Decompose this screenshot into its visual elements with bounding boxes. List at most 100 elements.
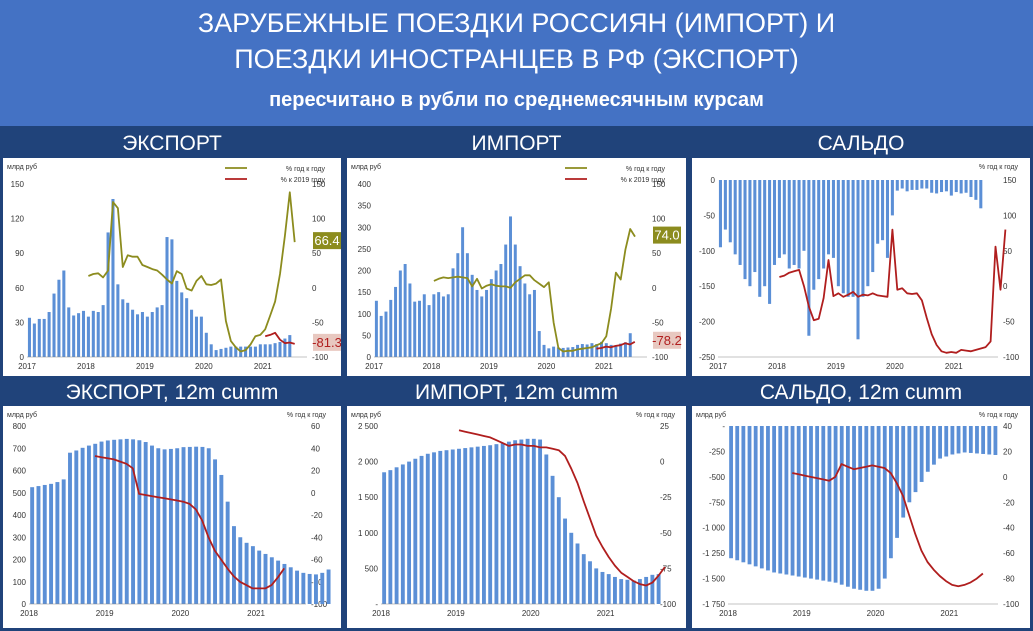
bar [307, 573, 312, 604]
legend-label: % к 2019 году [281, 177, 326, 184]
left-axis-unit: млрд руб [7, 411, 37, 419]
bar [956, 426, 961, 454]
y-left-tick-label: - [375, 600, 378, 609]
y-left-tick-label: -50 [703, 211, 715, 220]
bar [969, 180, 973, 197]
bar [959, 180, 963, 194]
y-right-tick-label: -50 [312, 318, 324, 327]
bar [457, 448, 461, 604]
x-tick-label: 2017 [365, 362, 383, 371]
bar [544, 454, 549, 604]
bar [913, 426, 918, 493]
bar [728, 180, 732, 243]
bar [422, 294, 426, 357]
bar [935, 180, 939, 194]
last-value-label: -81.3 [312, 335, 341, 350]
bar [619, 343, 623, 357]
y-left-tick-label: 0 [22, 600, 27, 609]
bar [768, 180, 772, 304]
bar [542, 344, 546, 357]
y-right-tick-label: -100 [311, 600, 328, 609]
y-right-tick-label: -40 [1003, 524, 1015, 533]
bar [234, 346, 238, 357]
bar [796, 426, 801, 577]
bar [469, 447, 474, 604]
bar [729, 426, 733, 559]
panel-title-export-12m: ЭКСПОРТ, 12m cumm [65, 381, 279, 404]
bar [199, 316, 203, 357]
y-right-tick-label: -40 [311, 533, 323, 542]
bar [485, 289, 489, 357]
bar [939, 180, 944, 193]
right-axis-unit: % год к году [979, 412, 1019, 419]
bar [831, 180, 835, 258]
left-axis-unit: млрд руб [696, 411, 726, 419]
bar [408, 283, 412, 357]
y-left-tick-label: 100 [13, 578, 27, 587]
bar [787, 180, 791, 269]
bar [77, 313, 81, 357]
bar [214, 350, 218, 357]
bar [258, 344, 262, 357]
bar [407, 461, 412, 604]
bar [283, 338, 287, 357]
bar [782, 180, 786, 255]
bar [382, 472, 387, 604]
bar [575, 543, 580, 604]
bar [513, 244, 517, 357]
bar [463, 448, 468, 604]
bar [450, 449, 455, 604]
bar [619, 579, 624, 604]
y-right-tick-label: -50 [660, 529, 672, 538]
bar [790, 426, 795, 576]
y-right-tick-label: -60 [311, 556, 323, 565]
bar [537, 331, 541, 357]
y-right-tick-label: 0 [660, 458, 665, 467]
bar [861, 180, 865, 297]
x-tick-label: 2021 [597, 609, 615, 618]
x-tick-label: 2020 [867, 609, 885, 618]
bar [160, 305, 164, 357]
bar [185, 298, 189, 357]
bar [950, 426, 955, 455]
bar [194, 446, 199, 604]
balance-chart: -250 -200 -150 -100 -50 0 -100 -50 0 50 100 150 2017… [699, 164, 1020, 371]
series-line-yoy [88, 191, 296, 353]
bar [165, 237, 169, 357]
bar [614, 345, 618, 357]
bar [609, 344, 613, 357]
bar [441, 296, 445, 357]
bar [268, 344, 272, 357]
bar [900, 180, 904, 189]
bar [480, 296, 484, 357]
bar [975, 426, 979, 454]
last-value-box [313, 232, 341, 250]
bar [388, 470, 393, 604]
y-left-tick-label: 90 [15, 249, 24, 258]
y-left-tick-label: 150 [358, 288, 372, 297]
bar [566, 347, 570, 357]
bar [523, 283, 527, 357]
bar [489, 279, 493, 357]
bar [99, 441, 104, 604]
bar [748, 180, 752, 287]
x-tick-label: 2021 [940, 609, 958, 618]
bar [576, 344, 580, 357]
y-right-tick-label: 20 [1003, 447, 1012, 456]
bar [600, 571, 605, 604]
bar [494, 270, 498, 357]
bar [194, 316, 198, 357]
bar [882, 426, 887, 579]
y-left-tick-label: 700 [13, 444, 27, 453]
bar [987, 426, 992, 455]
y-left-tick-label: 50 [362, 331, 371, 340]
last-value-label: 66.4 [314, 233, 339, 248]
bar [590, 343, 594, 357]
bar [250, 546, 255, 604]
bar [741, 426, 746, 563]
bar [162, 449, 167, 604]
y-left-tick-label: 200 [13, 556, 27, 565]
bar [625, 579, 630, 604]
bar [547, 348, 551, 357]
left-axis-unit: млрд руб [7, 163, 37, 171]
